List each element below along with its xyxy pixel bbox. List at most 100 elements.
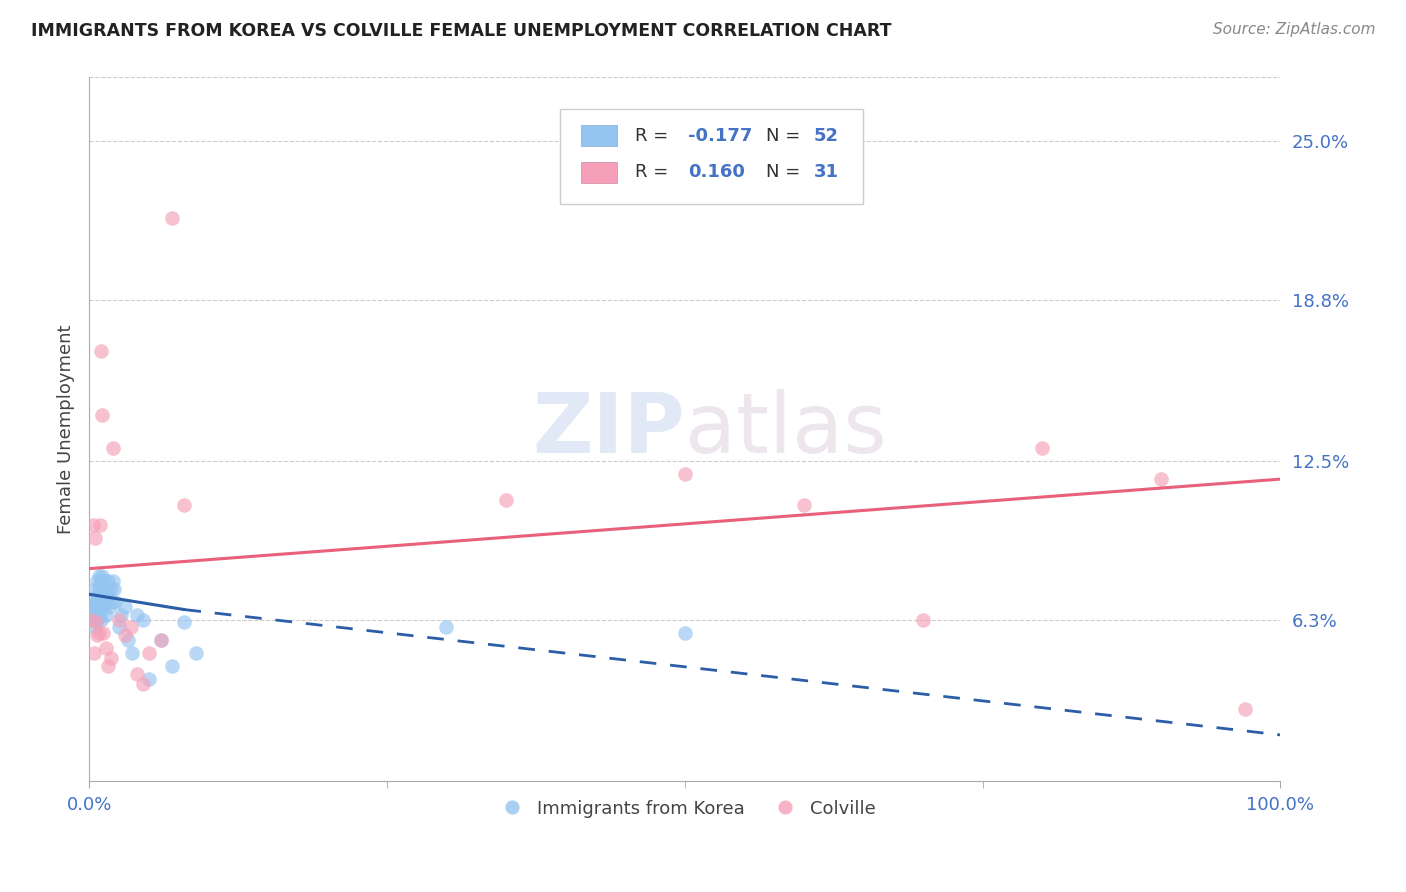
Point — [93, 580, 115, 594]
Text: atlas: atlas — [685, 389, 887, 470]
Point — [83, 646, 105, 660]
Point — [84, 531, 107, 545]
Point — [121, 646, 143, 660]
Point — [173, 615, 195, 630]
Point — [104, 595, 127, 609]
Point — [84, 613, 107, 627]
Point — [84, 582, 107, 596]
Point — [673, 467, 696, 481]
Point — [94, 640, 117, 655]
Point — [91, 408, 114, 422]
Point — [82, 518, 104, 533]
Point — [84, 607, 107, 622]
Point — [93, 574, 115, 589]
Text: R =: R = — [634, 127, 673, 145]
Point — [89, 590, 111, 604]
Point — [80, 613, 103, 627]
Bar — [581, 161, 617, 183]
Point — [87, 569, 110, 583]
Point — [673, 625, 696, 640]
Point — [149, 633, 172, 648]
Point — [83, 607, 105, 622]
Legend: Immigrants from Korea, Colville: Immigrants from Korea, Colville — [486, 792, 883, 825]
Point — [100, 595, 122, 609]
Point — [90, 613, 112, 627]
Point — [94, 607, 117, 622]
Point — [93, 595, 115, 609]
Point — [96, 590, 118, 604]
Point — [83, 595, 105, 609]
Point — [83, 620, 105, 634]
Text: N =: N = — [766, 127, 806, 145]
Text: N =: N = — [766, 163, 806, 181]
Point — [100, 651, 122, 665]
Point — [103, 582, 125, 596]
Point — [100, 582, 122, 596]
Point — [82, 613, 104, 627]
Point — [87, 582, 110, 596]
Point — [89, 607, 111, 622]
Point — [162, 658, 184, 673]
Point — [101, 442, 124, 456]
Point — [101, 574, 124, 589]
Point — [110, 607, 132, 622]
Point — [1031, 442, 1053, 456]
Point — [86, 628, 108, 642]
Point — [149, 633, 172, 648]
Point — [91, 587, 114, 601]
Point — [90, 344, 112, 359]
Point — [84, 615, 107, 630]
Point — [108, 613, 131, 627]
Point — [186, 646, 208, 660]
Point — [1150, 472, 1173, 486]
Text: 0.160: 0.160 — [689, 163, 745, 181]
Point — [495, 492, 517, 507]
Point — [436, 620, 458, 634]
Point — [98, 600, 121, 615]
Point — [91, 569, 114, 583]
Point — [97, 658, 120, 673]
Point — [89, 518, 111, 533]
Point — [86, 574, 108, 589]
Point — [90, 582, 112, 596]
Point — [87, 625, 110, 640]
Text: -0.177: -0.177 — [689, 127, 752, 145]
Point — [86, 613, 108, 627]
Point — [131, 677, 153, 691]
Point — [125, 607, 148, 622]
Point — [86, 595, 108, 609]
Point — [912, 613, 935, 627]
Point — [82, 600, 104, 615]
Point — [114, 600, 136, 615]
Point — [80, 607, 103, 622]
Y-axis label: Female Unemployment: Female Unemployment — [58, 325, 75, 534]
Text: ZIP: ZIP — [533, 389, 685, 470]
Point — [138, 646, 160, 660]
Bar — [581, 125, 617, 146]
Point — [1233, 702, 1256, 716]
Point — [117, 633, 139, 648]
Text: 52: 52 — [814, 127, 838, 145]
Point — [97, 574, 120, 589]
Point — [131, 613, 153, 627]
Point — [108, 620, 131, 634]
Point — [93, 625, 115, 640]
Text: R =: R = — [634, 163, 679, 181]
Text: 31: 31 — [814, 163, 838, 181]
Text: Source: ZipAtlas.com: Source: ZipAtlas.com — [1212, 22, 1375, 37]
Point — [173, 498, 195, 512]
Point — [793, 498, 815, 512]
Point — [114, 628, 136, 642]
FancyBboxPatch shape — [560, 109, 863, 204]
Point — [90, 574, 112, 589]
Text: IMMIGRANTS FROM KOREA VS COLVILLE FEMALE UNEMPLOYMENT CORRELATION CHART: IMMIGRANTS FROM KOREA VS COLVILLE FEMALE… — [31, 22, 891, 40]
Point — [84, 590, 107, 604]
Point — [138, 672, 160, 686]
Point — [93, 600, 115, 615]
Point — [97, 587, 120, 601]
Point — [84, 600, 107, 615]
Point — [125, 666, 148, 681]
Point — [87, 600, 110, 615]
Point — [162, 211, 184, 226]
Point — [120, 620, 142, 634]
